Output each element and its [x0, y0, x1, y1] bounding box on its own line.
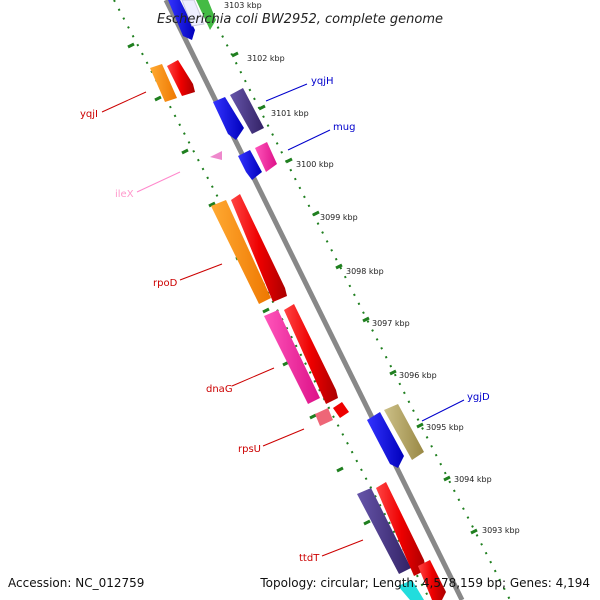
leader-line-rpsU [262, 428, 305, 447]
tick-label: 3103 kbp [224, 1, 262, 10]
major-tick [363, 519, 371, 526]
gene-label-ileX[interactable]: ileX [115, 189, 134, 200]
leader-line-yqjH [265, 83, 308, 102]
major-tick [336, 466, 344, 473]
gene-arrow-rpoD-red[interactable] [231, 194, 287, 302]
gene-label-yqjH[interactable]: yqjH [311, 76, 334, 87]
gene-label-dnaG[interactable]: dnaG [206, 384, 233, 395]
major-tick [470, 528, 478, 535]
gene-label-mug[interactable]: mug [333, 122, 355, 133]
tick-label: 3100 kbp [296, 160, 334, 169]
gene-arrow-yqjH-blue[interactable] [213, 97, 244, 140]
gene-label-yqjI[interactable]: yqjI [80, 109, 98, 120]
genome-summary-text: Topology: circular; Length: 4,578,159 bp… [259, 576, 590, 590]
inner-tick-track [203, 0, 511, 600]
gene-leader-lines [101, 83, 465, 557]
leader-line-rpoD [179, 263, 223, 281]
gene-arrow-rpoD-orange[interactable] [211, 200, 271, 304]
gene-arrow-ileX[interactable] [210, 151, 222, 160]
major-tick [154, 95, 162, 102]
genome-title: Escherichia coli BW2952, complete genome [157, 12, 443, 27]
major-tick [389, 369, 397, 376]
major-tick [416, 422, 424, 429]
gene-arrow-dnaG-red[interactable] [284, 304, 338, 404]
gene-arrow-ttdT-slate[interactable] [357, 488, 411, 574]
gene-arrow-partial-green[interactable] [196, 0, 216, 30]
accession-text: Accession: NC_012759 [8, 576, 144, 590]
leader-line-ygjD [421, 399, 465, 422]
gene-arrow-partial-red[interactable] [418, 560, 446, 600]
gene-arrow-partial-blue[interactable] [168, 0, 195, 40]
gene-arrow-mug-pink[interactable] [255, 142, 277, 172]
gene-arrow-mug-blue[interactable] [238, 150, 262, 180]
gene-arrow-rpsU-red[interactable] [333, 402, 349, 418]
major-tick [181, 148, 189, 155]
gene-arrow-yqjH-slate[interactable] [230, 88, 264, 134]
major-tick [362, 316, 370, 323]
tick-label: 3102 kbp [247, 54, 285, 63]
major-tick [312, 210, 320, 217]
gene-label-ttdT[interactable]: ttdT [299, 553, 320, 564]
major-tick [262, 307, 270, 314]
major-tick [258, 104, 266, 111]
leader-line-mug [287, 129, 331, 151]
tick-label: 3093 kbp [482, 526, 520, 535]
gene-arrow-ttdT-red[interactable] [376, 482, 426, 576]
tick-label: 3099 kbp [320, 213, 358, 222]
major-tick [285, 157, 293, 164]
gene-arrow-partial-white [181, 0, 205, 27]
gene-arrow-ygjD-blue[interactable] [367, 412, 404, 468]
leader-line-dnaG [231, 367, 275, 387]
gene-arrow-dnaG-pink[interactable] [264, 310, 320, 404]
tick-label: 3097 kbp [372, 319, 410, 328]
gene-arrow-yqjI-red[interactable] [167, 60, 195, 96]
gene-label-ygjD[interactable]: ygjD [467, 392, 490, 403]
tick-label: 3098 kbp [346, 267, 384, 276]
major-tick [127, 42, 135, 49]
major-tick [208, 201, 216, 208]
gene-arrow-rpsU-salmon[interactable] [315, 408, 333, 426]
major-tick [335, 263, 343, 270]
leader-line-yqjI [101, 91, 147, 113]
gene-label-rpoD[interactable]: rpoD [153, 278, 178, 289]
major-ticks [127, 42, 478, 535]
gene-label-rpsU[interactable]: rpsU [238, 444, 261, 455]
tick-label: 3094 kbp [454, 475, 492, 484]
major-tick [231, 51, 239, 58]
gene-arrow-ygjD-khaki[interactable] [384, 404, 424, 460]
tick-label: 3095 kbp [426, 423, 464, 432]
tick-label: 3096 kbp [399, 371, 437, 380]
backbone-line [163, 0, 465, 600]
leader-line-ttdT [321, 539, 364, 557]
major-tick [443, 475, 451, 482]
gene-arrow-partial-cyan[interactable] [398, 580, 424, 600]
gene-arrow-yqjI-orange[interactable] [150, 64, 177, 102]
tick-label: 3101 kbp [271, 109, 309, 118]
leader-line-ileX [136, 171, 181, 193]
major-tick [309, 413, 317, 420]
